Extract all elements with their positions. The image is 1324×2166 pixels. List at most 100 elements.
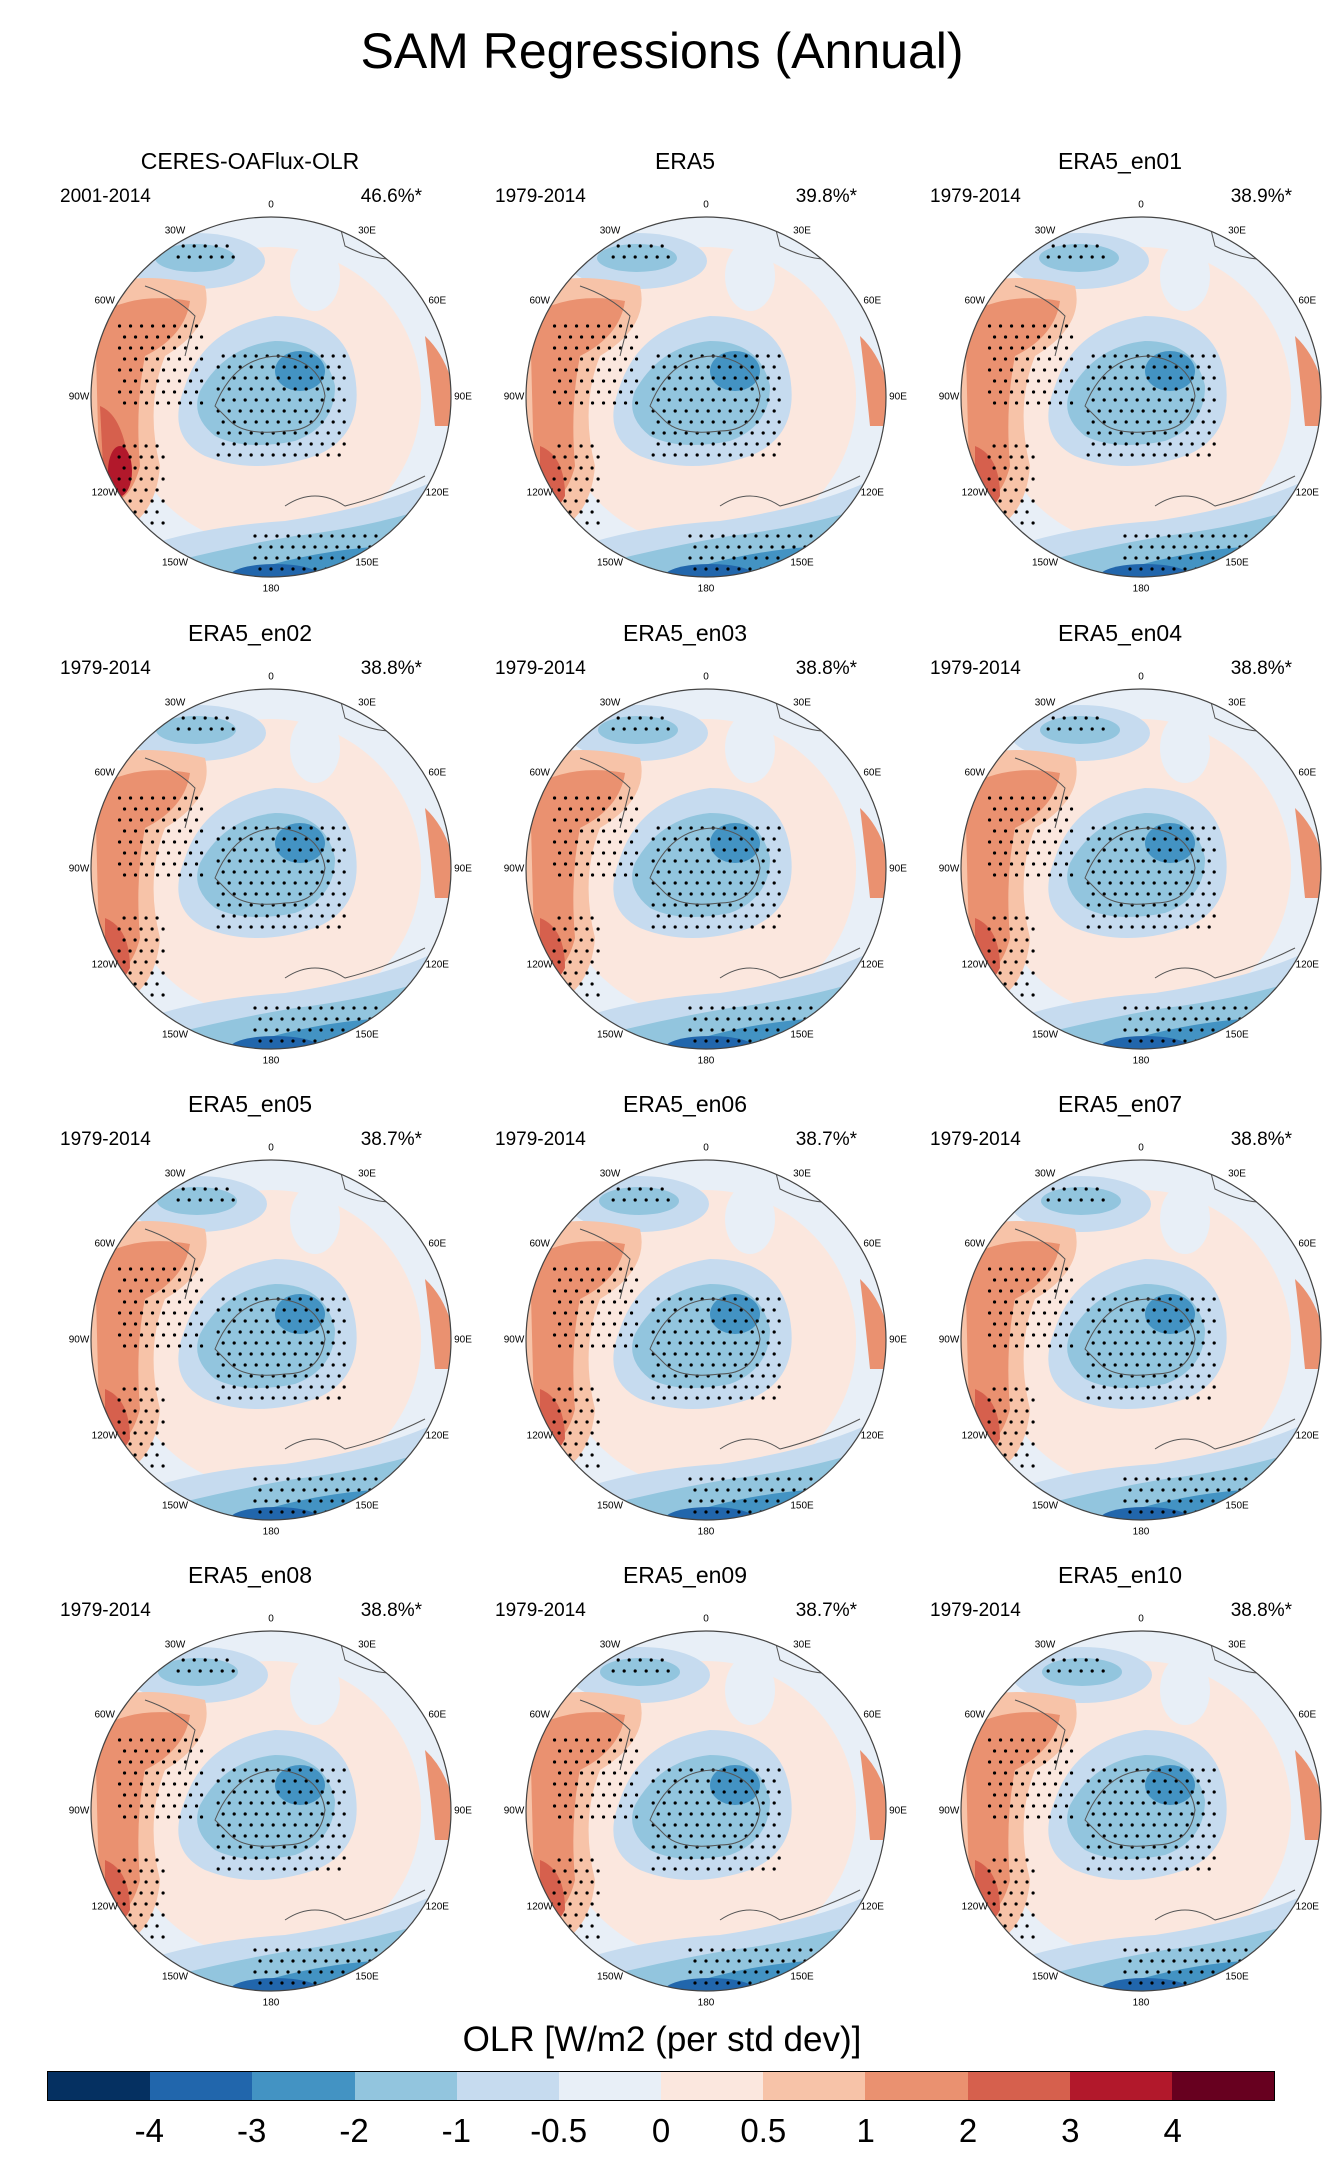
longitude-label: 60W	[964, 1238, 985, 1250]
longitude-label: 120W	[526, 959, 553, 971]
longitude-label: 120E	[860, 1430, 884, 1442]
colorbar-tick-label: 3	[1061, 2112, 1080, 2149]
longitude-label: 30W	[164, 225, 186, 237]
polar-map	[955, 206, 1324, 588]
longitude-label: 30E	[793, 1168, 811, 1180]
map-panel: ERA5_en101979-201438.8%*030E60E90E120E15…	[910, 1562, 1324, 2032]
longitude-label: 150W	[1031, 1029, 1059, 1041]
panel-period: 1979-2014	[930, 1129, 1021, 1150]
panel-variance: 38.8%*	[1230, 1600, 1292, 1621]
longitude-label: 30W	[1034, 697, 1056, 709]
longitude-label: 90E	[454, 1805, 472, 1817]
longitude-label: 90W	[503, 863, 525, 875]
longitude-label: 90E	[454, 863, 472, 875]
map-panel: ERA5_en011979-201438.9%*030E60E90E120E15…	[910, 148, 1324, 618]
longitude-label: 60W	[529, 1238, 550, 1250]
panel-title: ERA5_en10	[1057, 1562, 1183, 1588]
longitude-label: 150E	[1225, 1500, 1249, 1512]
longitude-label: 150E	[790, 1029, 814, 1041]
longitude-label: 60W	[94, 1709, 115, 1721]
longitude-label: 120W	[91, 1901, 118, 1913]
longitude-label: 120W	[961, 1901, 988, 1913]
panel-title: CERES-OAFlux-OLR	[140, 148, 360, 174]
longitude-label: 60E	[1298, 767, 1317, 779]
colorbar-swatch	[763, 2072, 866, 2100]
longitude-label: 60E	[1298, 1238, 1317, 1250]
longitude-label: 60W	[94, 1238, 115, 1250]
panel-title: ERA5_en02	[187, 620, 313, 646]
polar-map	[85, 1149, 457, 1531]
longitude-label: 30E	[358, 697, 376, 709]
longitude-label: 30E	[1228, 225, 1246, 237]
longitude-label: 150E	[790, 557, 814, 569]
panel-title: ERA5_en03	[622, 620, 748, 646]
longitude-label: 30E	[793, 697, 811, 709]
longitude-label: 180	[262, 1997, 280, 2009]
panel-period: 1979-2014	[930, 1600, 1021, 1621]
colorbar-swatch	[456, 2072, 559, 2100]
longitude-label: 150W	[596, 1029, 624, 1041]
longitude-label: 60W	[94, 767, 115, 779]
panel-title: ERA5_en08	[187, 1562, 313, 1588]
colorbar-swatch	[252, 2072, 355, 2100]
colorbar-swatch	[661, 2072, 764, 2100]
longitude-label: 180	[262, 583, 280, 595]
longitude-label: 150E	[790, 1971, 814, 1983]
panel-variance: 38.8%*	[1230, 658, 1292, 679]
longitude-label: 0	[268, 1142, 274, 1154]
panel-period: 1979-2014	[495, 186, 586, 207]
longitude-label: 90W	[68, 1334, 90, 1346]
longitude-label: 0	[703, 671, 709, 683]
longitude-label: 120W	[91, 959, 118, 971]
longitude-label: 30W	[599, 1639, 621, 1651]
panel-title: ERA5_en05	[187, 1091, 313, 1117]
longitude-label: 30W	[1034, 225, 1056, 237]
polar-map	[955, 1149, 1324, 1531]
longitude-label: 30E	[358, 225, 376, 237]
longitude-label: 60E	[428, 1709, 447, 1721]
longitude-label: 90E	[889, 391, 907, 403]
longitude-label: 120E	[425, 487, 449, 499]
longitude-label: 30E	[1228, 1639, 1246, 1651]
longitude-label: 90W	[503, 391, 525, 403]
longitude-label: 180	[262, 1055, 280, 1067]
longitude-label: 60W	[94, 295, 115, 307]
panel-period: 1979-2014	[930, 658, 1021, 679]
longitude-label: 30W	[1034, 1168, 1056, 1180]
longitude-label: 150E	[355, 1971, 379, 1983]
polar-map	[520, 1149, 892, 1531]
longitude-label: 30W	[599, 1168, 621, 1180]
polar-map	[85, 1620, 457, 2002]
longitude-label: 120W	[526, 487, 553, 499]
longitude-label: 60W	[529, 1709, 550, 1721]
longitude-label: 90E	[889, 863, 907, 875]
longitude-label: 90W	[503, 1334, 525, 1346]
longitude-label: 150E	[355, 1029, 379, 1041]
longitude-label: 30E	[1228, 697, 1246, 709]
colorbar-tick-label: -3	[236, 2112, 267, 2149]
colorbar-swatch	[558, 2072, 662, 2100]
polar-map	[955, 1620, 1324, 2002]
panel-title: ERA5	[654, 148, 716, 174]
panel-title: ERA5_en09	[622, 1562, 748, 1588]
longitude-label: 30E	[358, 1168, 376, 1180]
longitude-label: 120E	[1295, 1430, 1319, 1442]
map-panel: ERA5 1979-2014 39.8%* 0 30E 60E 90E 120E 150E 180…	[475, 148, 907, 618]
polar-map	[85, 678, 457, 1060]
longitude-label: 60E	[1298, 1709, 1317, 1721]
longitude-label: 60W	[964, 295, 985, 307]
longitude-label: 60E	[863, 1709, 882, 1721]
longitude-label: 90W	[68, 391, 90, 403]
panel-title: ERA5_en01	[1057, 148, 1183, 174]
colorbar-swatch	[967, 2072, 1070, 2100]
longitude-label: 60E	[863, 295, 882, 307]
longitude-label: 0	[1138, 1613, 1144, 1625]
longitude-label: 180	[697, 1997, 715, 2009]
panel-variance: 38.8%*	[1230, 1129, 1292, 1150]
longitude-label: 0	[1138, 671, 1144, 683]
panel-period: 1979-2014	[60, 1600, 151, 1621]
longitude-label: 180	[1132, 1997, 1150, 2009]
longitude-label: 120E	[425, 1901, 449, 1913]
longitude-label: 0	[703, 1613, 709, 1625]
longitude-label: 150W	[161, 1971, 189, 1983]
